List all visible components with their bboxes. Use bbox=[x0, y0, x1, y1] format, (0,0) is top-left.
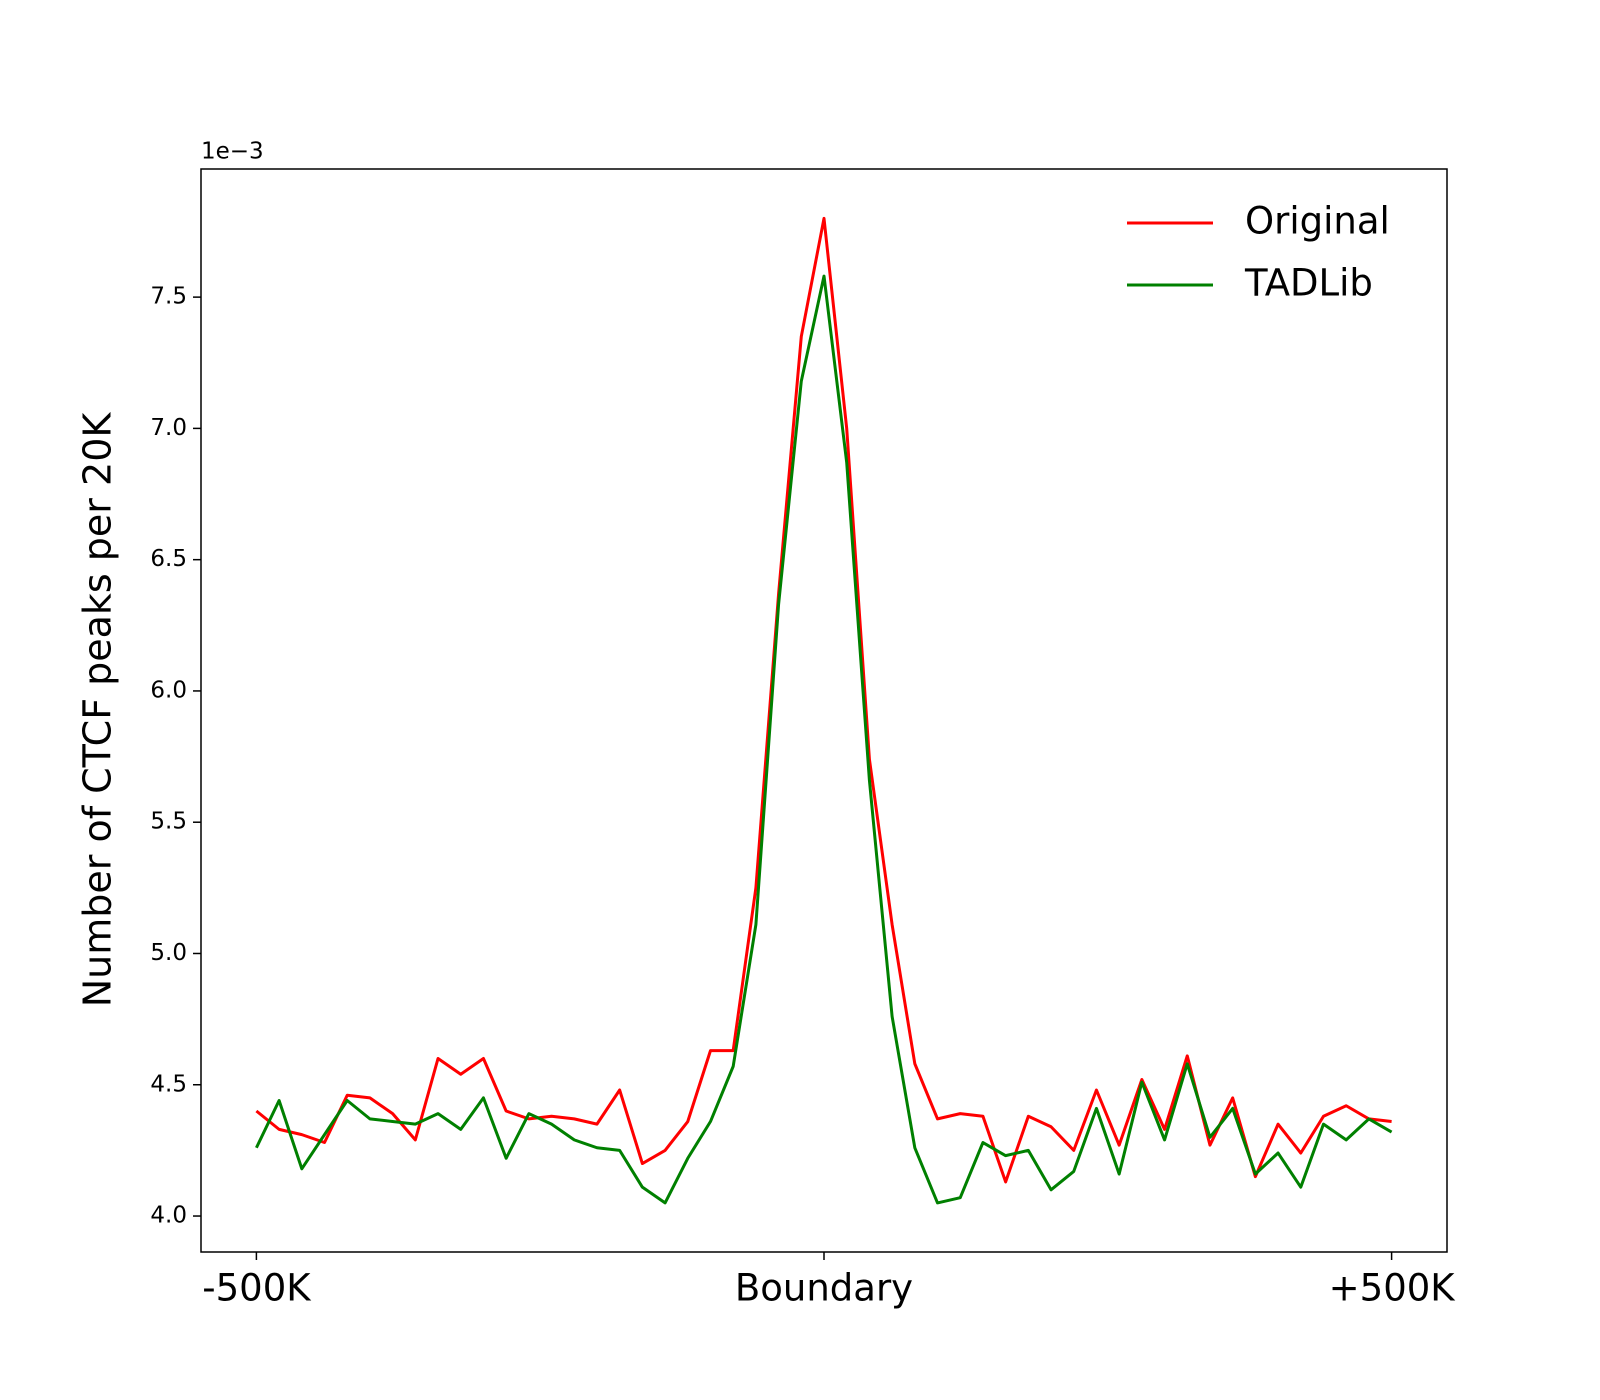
legend-label: Original bbox=[1245, 200, 1390, 243]
y-tick-label: 6.5 bbox=[150, 546, 187, 572]
y-tick-label: 4.0 bbox=[150, 1203, 187, 1229]
x-tick-label: -500K bbox=[202, 1267, 312, 1310]
data-line bbox=[255, 274, 1393, 1205]
y-offset-label: 1e−3 bbox=[201, 139, 264, 165]
y-axis-label: Number of CTCF peaks per 20K bbox=[76, 412, 120, 1008]
x-tick-label: +500K bbox=[1329, 1267, 1457, 1310]
x-tick-label: Boundary bbox=[735, 1267, 913, 1310]
plot-frame bbox=[200, 168, 1448, 1253]
y-tick-label: 5.0 bbox=[150, 940, 187, 966]
legend-label: TADLib bbox=[1244, 262, 1373, 305]
y-tick-label: 6.0 bbox=[150, 677, 187, 703]
y-tick-label: 5.5 bbox=[150, 809, 187, 835]
y-tick-label: 4.5 bbox=[150, 1071, 187, 1097]
y-tick-label: 7.5 bbox=[150, 284, 187, 310]
y-tick-label: 7.0 bbox=[150, 415, 187, 441]
